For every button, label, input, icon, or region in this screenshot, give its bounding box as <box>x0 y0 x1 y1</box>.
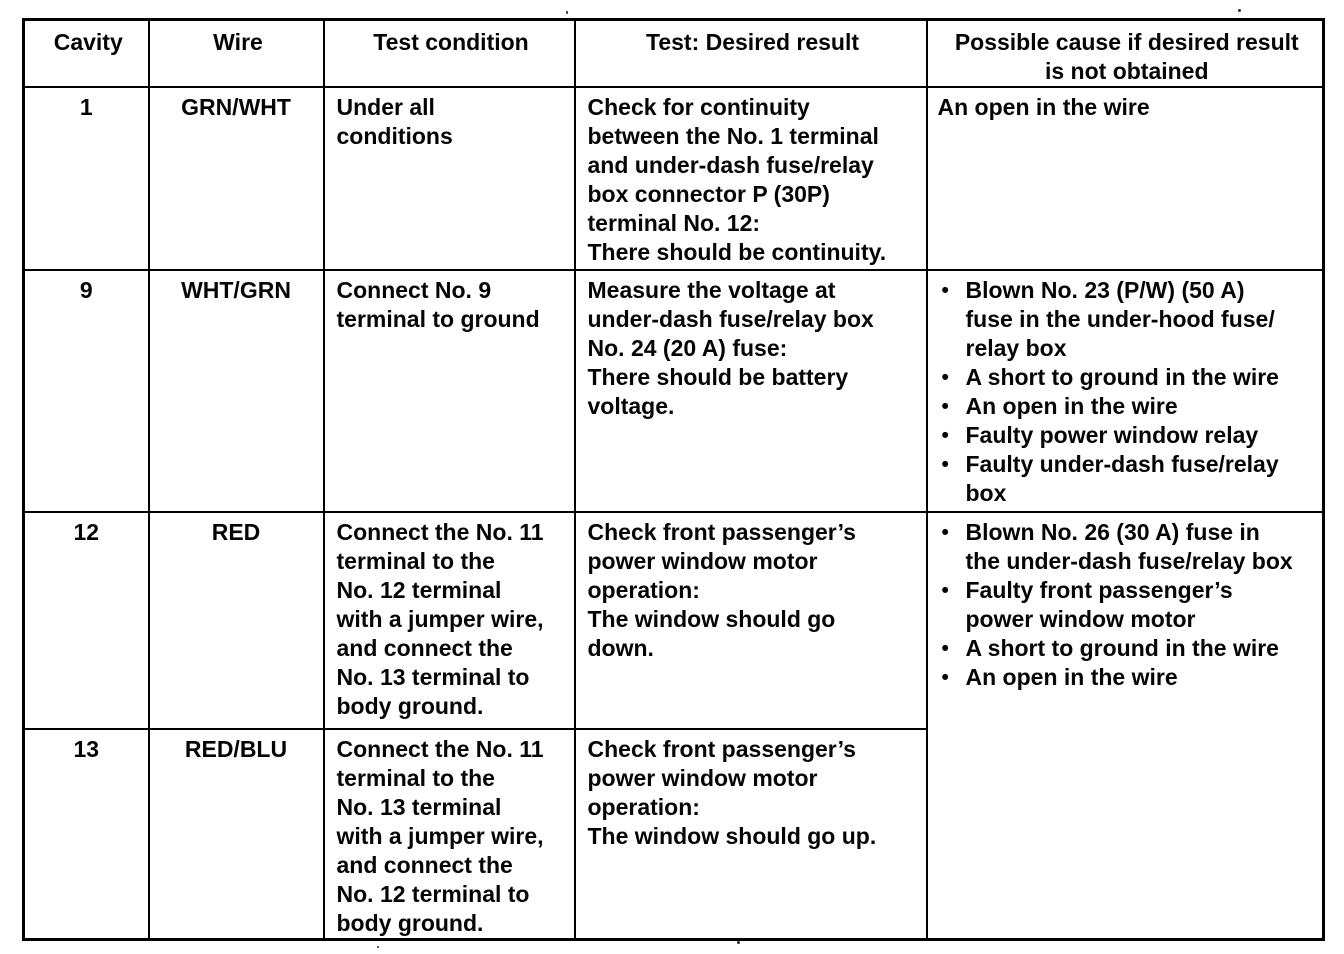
table-row-cavity-9: 9 WHT/GRN Connect No. 9 terminal to grou… <box>22 269 1325 513</box>
list-item: • An open in the wire <box>938 392 1317 421</box>
list-item: • A short to ground in the wire <box>938 363 1317 392</box>
cause-text: Blown No. 23 (P/W) (50 A) fuse in the un… <box>965 277 1275 361</box>
possible-cause-list: • Blown No. 26 (30 A) fuse in the under-… <box>938 518 1317 692</box>
wire-cell: GRN/WHT <box>147 86 325 271</box>
list-item: • A short to ground in the wire <box>938 634 1317 663</box>
wiring-troubleshooting-table: Cavity Wire Test condition Test: Desired… <box>22 18 1325 941</box>
test-condition-cell: Connect the No. 11 terminal to the No. 1… <box>322 728 576 941</box>
cavity-cell: 13 <box>22 728 150 941</box>
header-row: Cavity Wire Test condition Test: Desired… <box>22 18 1325 88</box>
bullet-icon: • <box>941 666 949 689</box>
cause-text: Faulty front passenger’s power window mo… <box>965 577 1233 632</box>
bullet-icon: • <box>941 395 949 418</box>
cavity-cell: 12 <box>22 511 150 730</box>
list-item: • Faulty under-dash fuse/relay box <box>938 450 1317 508</box>
cavity-cell: 1 <box>22 86 150 271</box>
cavity-cell: 9 <box>22 269 150 513</box>
column-header-wire: Wire <box>147 18 325 88</box>
table-row-cavity-12: 12 RED Connect the No. 11 terminal to th… <box>22 511 1325 941</box>
bullet-icon: • <box>941 453 949 476</box>
scan-speck <box>377 946 379 948</box>
cause-text: Blown No. 26 (30 A) fuse in the under-da… <box>965 519 1293 574</box>
desired-result-cell: Check front passenger’s power window mot… <box>573 728 928 941</box>
column-header-cavity: Cavity <box>22 18 150 88</box>
possible-cause-list: • Blown No. 23 (P/W) (50 A) fuse in the … <box>938 276 1317 508</box>
list-item: • Blown No. 23 (P/W) (50 A) fuse in the … <box>938 276 1317 363</box>
list-item: • Faulty front passenger’s power window … <box>938 576 1317 634</box>
cause-text: An open in the wire <box>965 393 1178 419</box>
wire-cell: RED/BLU <box>147 728 325 941</box>
column-header-test-condition: Test condition <box>322 18 576 88</box>
wire-cell: RED <box>147 511 325 730</box>
cause-text: A short to ground in the wire <box>965 635 1279 661</box>
scan-speck <box>737 941 740 944</box>
cause-text: An open in the wire <box>965 664 1178 690</box>
table-row-cavity-13: 13 RED/BLU Connect the No. 11 terminal t… <box>22 728 1324 941</box>
desired-result-cell: Check front passenger’s power window mot… <box>573 511 928 730</box>
column-header-desired-result: Test: Desired result <box>573 18 928 88</box>
possible-cause-cell-merged: • Blown No. 26 (30 A) fuse in the under-… <box>925 511 1325 941</box>
desired-result-cell: Check for continuity between the No. 1 t… <box>573 86 928 271</box>
possible-cause-cell: • Blown No. 23 (P/W) (50 A) fuse in the … <box>925 269 1325 513</box>
list-item: • An open in the wire <box>938 663 1317 692</box>
bullet-icon: • <box>941 366 949 389</box>
table-row-cavity-1: 1 GRN/WHT Under all conditions Check for… <box>22 86 1325 271</box>
test-condition-cell: Connect the No. 11 terminal to the No. 1… <box>322 511 576 730</box>
cause-text: Faulty power window relay <box>965 422 1259 448</box>
test-condition-cell: Connect No. 9 terminal to ground <box>322 269 576 513</box>
desired-result-cell: Measure the voltage at under-dash fuse/r… <box>573 269 928 513</box>
test-condition-cell: Under all conditions <box>322 86 576 271</box>
list-item: • Faulty power window relay <box>938 421 1317 450</box>
bullet-icon: • <box>941 637 949 660</box>
scan-speck <box>1238 9 1241 12</box>
scan-speck <box>566 11 568 14</box>
bullet-icon: • <box>941 424 949 447</box>
column-header-possible-cause: Possible cause if desired result is not … <box>925 18 1325 88</box>
possible-cause-cell: An open in the wire <box>925 86 1325 271</box>
cause-text: A short to ground in the wire <box>965 364 1279 390</box>
wire-cell: WHT/GRN <box>147 269 325 513</box>
list-item: • Blown No. 26 (30 A) fuse in the under-… <box>938 518 1317 576</box>
bullet-icon: • <box>941 579 949 602</box>
cause-text: Faulty under-dash fuse/relay box <box>965 451 1279 506</box>
bullet-icon: • <box>941 521 949 544</box>
bullet-icon: • <box>941 279 949 302</box>
